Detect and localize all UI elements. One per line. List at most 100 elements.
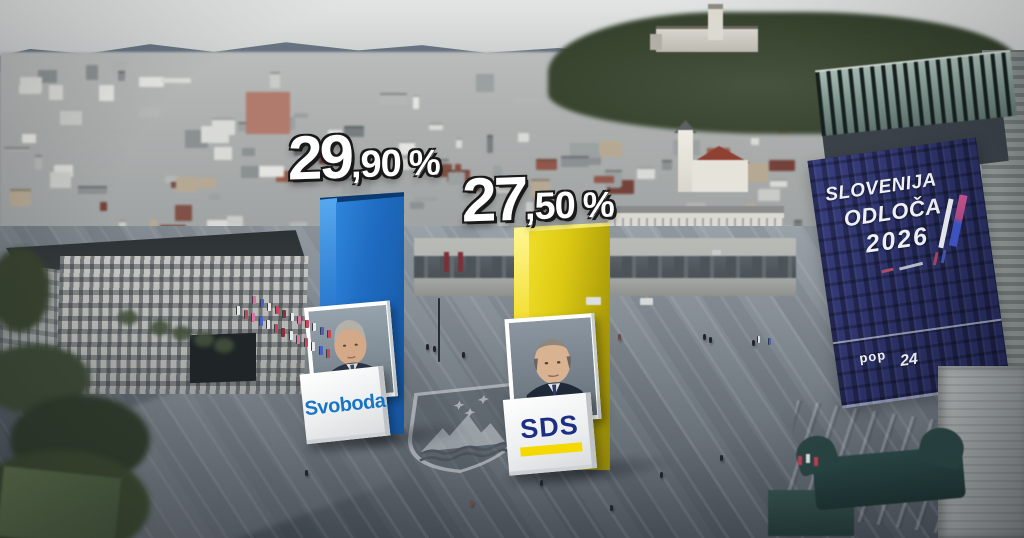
street-flag (318, 345, 323, 355)
party-label-svoboda: Svoboda (299, 365, 391, 445)
banner-mini-slash-icon (940, 249, 947, 264)
city-building (398, 140, 415, 155)
city-building (139, 76, 165, 88)
street-flag (273, 324, 278, 333)
street-flag (243, 309, 248, 319)
sds-logo-text: SDS (518, 409, 580, 445)
percent-sign: % (582, 183, 614, 226)
city-building (525, 201, 535, 221)
castle-wall (656, 26, 758, 52)
street-flag (288, 331, 293, 341)
city-building (769, 179, 788, 188)
city-building (294, 164, 307, 171)
street-flag (326, 349, 330, 359)
church-building (648, 120, 752, 216)
pedestrian (709, 337, 712, 343)
castle-wall-low (650, 34, 662, 50)
pedestrian (610, 505, 613, 511)
small-flag (798, 456, 802, 465)
value-integer: 27 (462, 164, 525, 236)
value-decimal: ,50 (524, 184, 575, 229)
ljubljana-castle (650, 4, 770, 62)
pedestrian (660, 472, 663, 478)
city-building (793, 220, 803, 232)
street-tree (172, 326, 192, 341)
banner-trim-line (832, 318, 1002, 345)
city-building (498, 220, 509, 228)
city-building (517, 133, 529, 142)
pedestrian (426, 344, 429, 350)
castle-tower (708, 4, 723, 40)
city-building (19, 85, 41, 94)
pop-tv-logo: pop (858, 347, 888, 366)
parliament-front-facade (55, 256, 309, 394)
lamp-post (438, 298, 440, 362)
small-flag (814, 457, 818, 466)
lawn-patch (0, 466, 122, 538)
city-building (85, 65, 99, 80)
tree (0, 248, 50, 332)
city-building (751, 138, 759, 145)
city-building (343, 126, 365, 138)
street-flag (296, 334, 300, 344)
pedestrian (433, 346, 436, 352)
city-building (491, 180, 511, 194)
parliament-building (0, 228, 314, 400)
city-building (531, 179, 550, 197)
svoboda-logo-text: Svoboda (303, 389, 387, 420)
red-banner-decoration (458, 252, 463, 272)
banner-subtext-dash (899, 261, 924, 271)
city-building (757, 188, 781, 202)
church-body (692, 160, 748, 192)
street-flag (281, 327, 285, 337)
city-building (379, 92, 408, 106)
city-building (294, 113, 309, 118)
city-building (165, 175, 180, 184)
city-building (768, 160, 796, 172)
city-building (492, 166, 502, 182)
plaza-flag (768, 338, 771, 345)
city-building (48, 84, 63, 101)
city-building (269, 72, 281, 88)
street-flag (319, 326, 324, 335)
city-building (98, 84, 114, 102)
street-tree (150, 320, 170, 335)
city-building (413, 197, 438, 202)
revolution-monument (768, 423, 1008, 538)
party-label-sds: SDS (502, 392, 598, 476)
city-building (436, 158, 450, 165)
city-building (486, 135, 494, 154)
city-building (112, 61, 127, 73)
city-building (393, 158, 424, 171)
city-building (473, 191, 482, 206)
street-flag (303, 338, 308, 348)
city-building (583, 155, 601, 166)
street-flag (236, 306, 240, 315)
city-building (470, 184, 481, 193)
city-building (448, 172, 466, 186)
city-building (256, 166, 285, 178)
street-tree (118, 310, 138, 325)
street-flag (327, 330, 331, 338)
pedestrian (462, 352, 465, 358)
city-building (455, 137, 463, 148)
city-building (139, 107, 161, 117)
pedestrian (618, 334, 621, 340)
city-building (275, 171, 303, 183)
city-building (412, 94, 419, 110)
24ur-logo: 24 (898, 350, 919, 370)
city-building (208, 193, 221, 200)
street-flag (311, 342, 315, 351)
pedestrian (720, 455, 723, 461)
poll-value-sds: 27,50% (462, 164, 614, 236)
city-building (535, 159, 558, 170)
city-building (560, 155, 590, 168)
city-building (476, 74, 495, 92)
pedestrian (305, 470, 308, 476)
city-building (569, 143, 599, 159)
banner-mini-slash-icon (932, 251, 939, 266)
city-building (409, 202, 425, 210)
city-building (207, 219, 236, 228)
banner-subtext-dash (881, 267, 894, 274)
